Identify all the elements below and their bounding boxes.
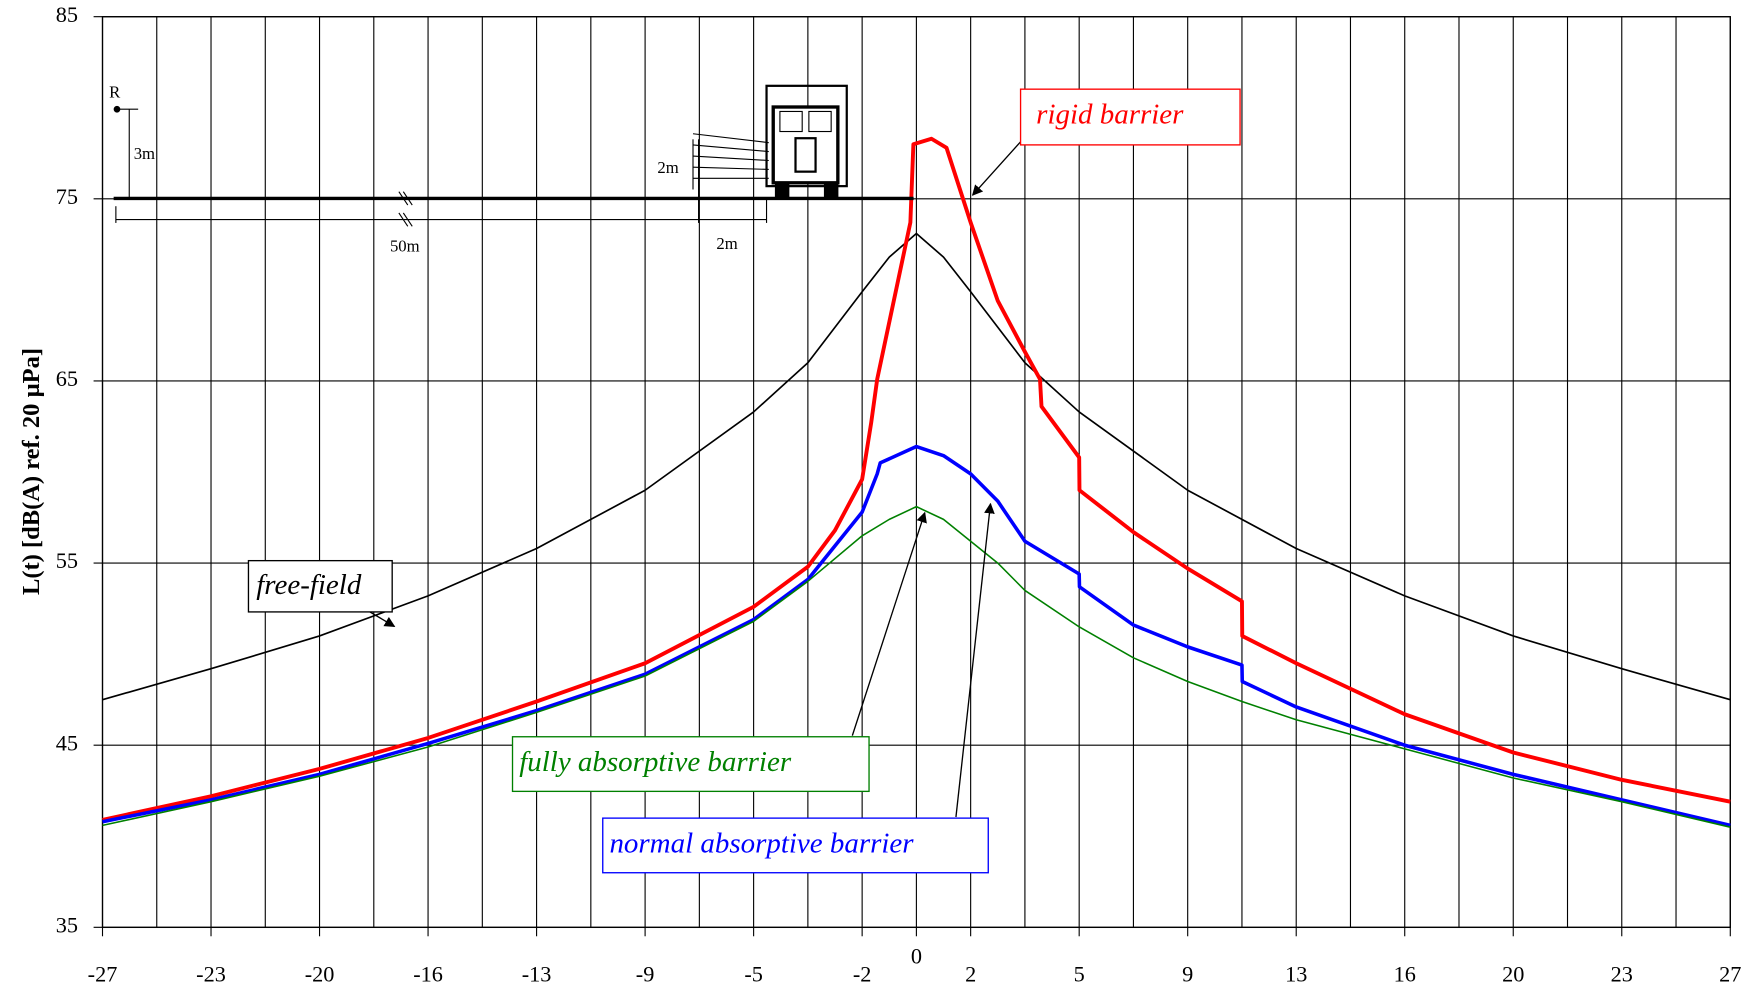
x-tick-label: 27	[1719, 962, 1741, 987]
diagram	[113, 84, 914, 227]
series-label: free-field	[256, 569, 362, 601]
x-tick-label: -5	[744, 962, 763, 987]
diagram-label: 2m	[657, 158, 678, 177]
series-line	[102, 505, 1731, 828]
lines	[102, 136, 1731, 828]
y-tick-label: 75	[56, 184, 78, 209]
diagram-label: 2m	[716, 234, 737, 253]
x-tick-label: 9	[1182, 962, 1193, 987]
series-label: normal absorptive barrier	[609, 828, 914, 860]
x-tick-label: 16	[1394, 962, 1416, 987]
diagram-label: 50m	[390, 236, 420, 255]
y-tick-label: 85	[56, 2, 78, 27]
series-line	[102, 136, 1731, 822]
x-tick-label: 23	[1611, 962, 1633, 987]
diagram-label: R	[109, 82, 121, 101]
x-tick-label: 2	[965, 962, 976, 987]
series-line	[102, 232, 1731, 701]
x-tick-label: -20	[305, 962, 335, 987]
x-tick-label: -2	[853, 962, 872, 987]
plot-frame	[101, 16, 1731, 929]
y-tick-label: 65	[56, 366, 78, 391]
x-tick-label: 13	[1285, 962, 1307, 987]
series-line	[102, 444, 1731, 828]
x-tick-label: -9	[636, 962, 655, 987]
x-tick-label: -27	[88, 962, 118, 987]
x-tick-label: -23	[196, 962, 226, 987]
x-tick-label: 5	[1074, 962, 1085, 987]
x-tick-label: -13	[522, 962, 552, 987]
y-tick-label: 55	[56, 548, 78, 573]
y-axis-label: L(t) [dB(A) ref. 20 µPa]	[18, 348, 45, 595]
annotation-boxes	[247, 88, 1241, 874]
series-label: rigid barrier	[1036, 99, 1184, 131]
x-tick-label: 20	[1502, 962, 1524, 987]
annotation-arrows	[369, 138, 1024, 818]
y-tick-label: 35	[56, 912, 78, 937]
diagram-label: 3m	[134, 144, 155, 163]
series-label: fully absorptive barrier	[519, 746, 792, 778]
x-tick-label: 0	[911, 944, 922, 969]
x-tick-label: -16	[413, 962, 443, 987]
y-tick-label: 45	[56, 730, 78, 755]
